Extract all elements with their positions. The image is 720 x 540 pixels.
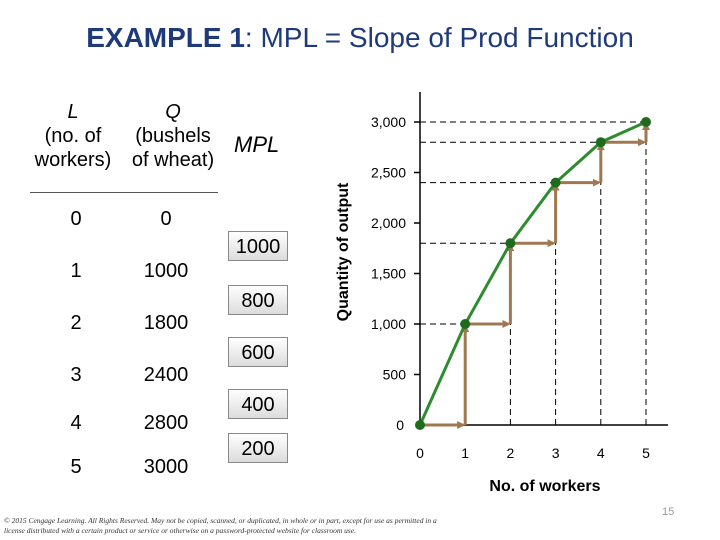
x-tick-label-0: 0 [416,445,424,461]
q-subheader-1: (bushels [135,125,211,147]
table-l-4: 4 [70,412,82,434]
l-header: L [67,101,79,123]
title-rest: : MPL = Slope of Prod Function [244,22,634,53]
table-q-0: 0 [160,208,172,230]
x-tick-label-2: 2 [507,445,515,461]
x-tick-label-5: 5 [642,445,650,461]
table-q-5: 3000 [143,456,189,478]
y-tick-label-1: 500 [383,367,407,383]
data-point-2 [505,238,516,249]
y-tick-label-2: 1,000 [371,316,406,332]
slide-title: EXAMPLE 1: MPL = Slope of Prod Function [0,22,720,54]
table-q-2: 1800 [143,312,189,334]
l-column-header: L (no. of workers) [18,100,128,172]
data-point-0 [415,420,425,430]
mpl-box-3: 600 [228,337,288,367]
q-subheader-2: of wheat) [131,149,215,171]
data-point-5 [641,117,651,127]
data-point-3 [550,177,561,188]
copyright-notice: © 2015 Cengage Learning. All Rights Rese… [4,516,437,535]
y-tick-label-4: 2,000 [371,215,406,231]
title-bold: EXAMPLE 1 [86,22,245,53]
table-q-3: 2400 [143,364,189,386]
x-axis-label: No. of workers [489,478,600,495]
x-tick-label-4: 4 [597,445,605,461]
table-l-1: 1 [70,260,82,282]
q-header: Q [165,101,181,123]
l-subheader-2: workers) [34,149,112,171]
header-divider [30,192,218,193]
table-q-4: 2800 [143,412,189,434]
data-point-1 [460,319,471,329]
table-l-2: 2 [70,312,82,334]
data-point-4 [595,137,606,148]
mpl-box-5: 200 [228,433,288,463]
y-tick-label-3: 1,500 [371,266,406,282]
y-tick-label-0: 0 [396,417,404,433]
x-tick-label-1: 1 [461,445,469,461]
x-tick-label-3: 3 [552,445,560,461]
q-column-header: Q (bushels of wheat) [118,100,228,172]
table-q-1: 1000 [143,260,189,282]
mpl-box-1: 1000 [228,231,288,261]
y-tick-label-5: 2,500 [371,165,406,181]
y-tick-label-6: 3,000 [371,114,406,130]
table-l-0: 0 [70,208,82,230]
y-axis-label: Quantity of output [335,182,352,321]
mpl-box-2: 800 [228,285,288,315]
page-number: 15 [662,506,675,518]
production-function-line [418,120,647,426]
table-l-5: 5 [70,456,82,478]
table-l-3: 3 [70,364,82,386]
mpl-box-4: 400 [228,389,288,419]
l-subheader-1: (no. of [44,125,102,147]
mpl-header: MPL [234,132,280,157]
